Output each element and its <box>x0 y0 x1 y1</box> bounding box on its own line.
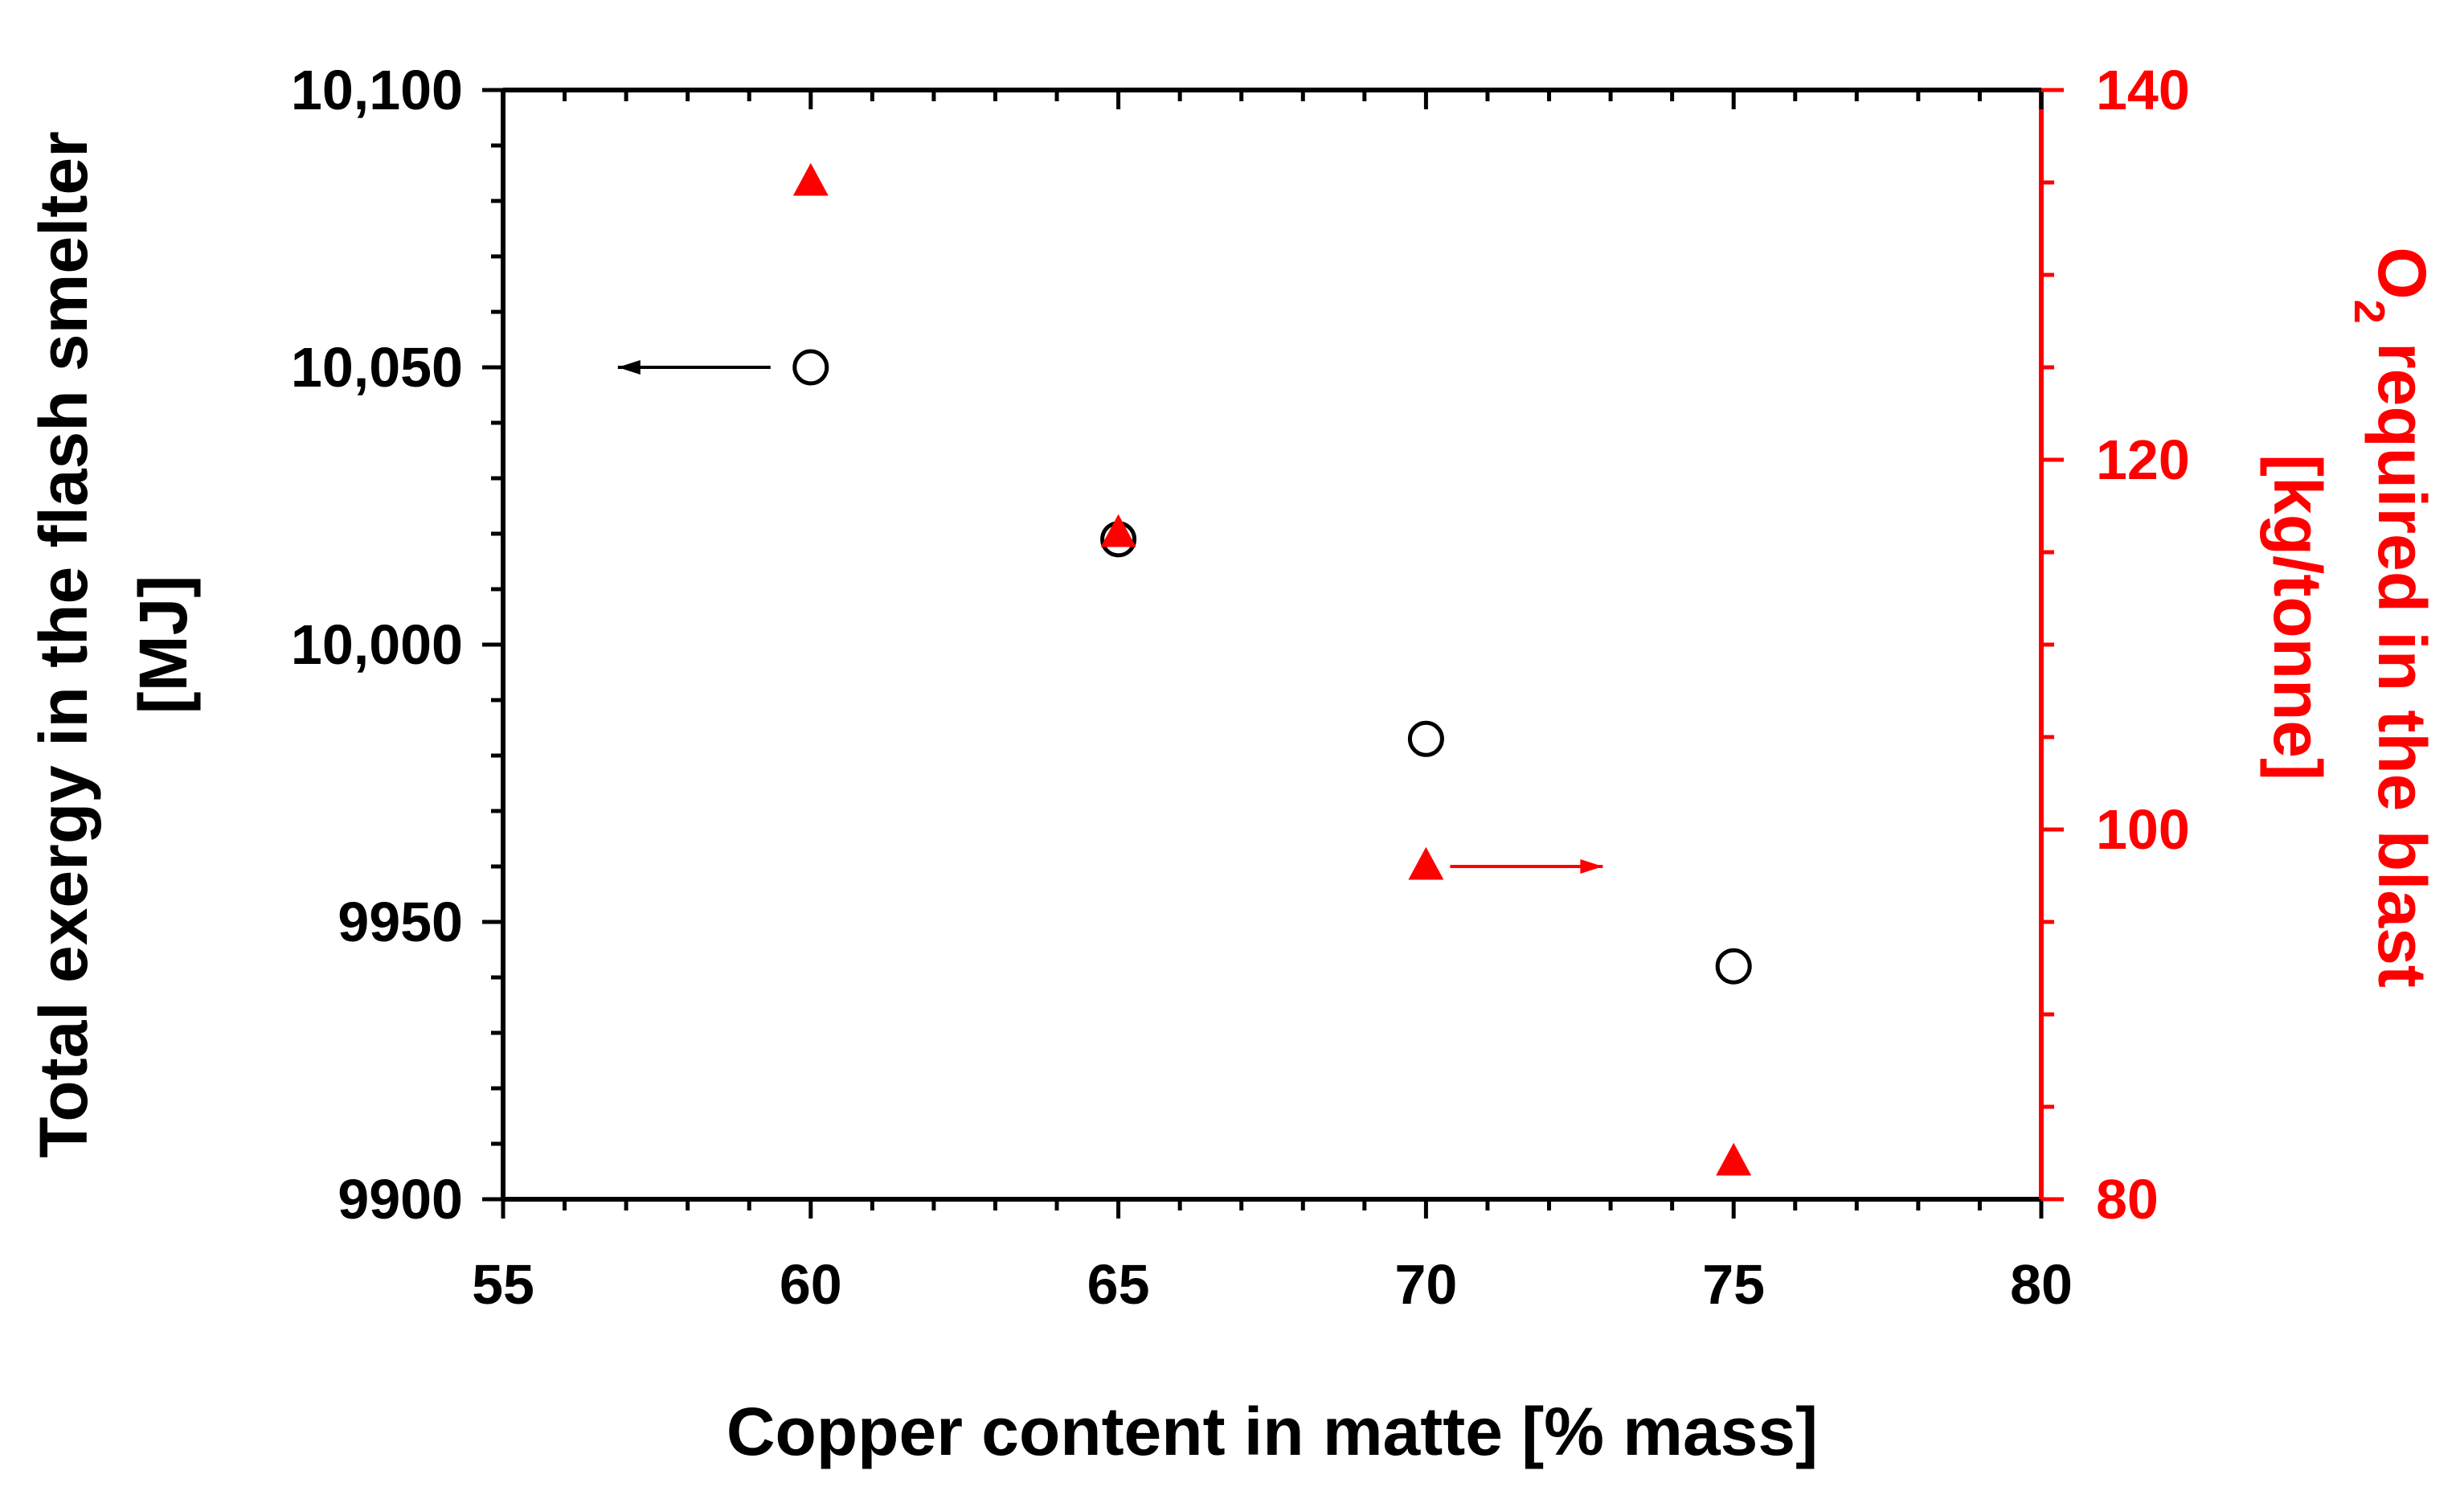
series-0 <box>792 349 1752 985</box>
y-right-axis-label-line2: [kg/tonne] <box>2260 454 2335 780</box>
o2-label-suffix: required in the blast <box>2364 324 2440 988</box>
exergy-point <box>1407 720 1444 757</box>
exergy-point <box>1715 948 1752 985</box>
y-right-axis-label-line1: O2 required in the blast <box>2345 247 2440 988</box>
oxygen-point <box>1716 1142 1752 1176</box>
y-right-tick-label: 120 <box>2096 428 2190 491</box>
right-axis-arrow-head <box>1580 859 1603 874</box>
annotations <box>617 360 1603 874</box>
left-axis-arrow-head <box>617 360 641 375</box>
y-left-axis-label-line2: [MJ] <box>125 576 201 715</box>
y-right-tick-label: 100 <box>2096 798 2190 861</box>
o2-subscript: 2 <box>2345 300 2393 324</box>
series <box>792 162 1752 1176</box>
ticks <box>482 88 2064 1219</box>
axes <box>501 88 2044 1202</box>
x-tick-label: 75 <box>1702 1253 1765 1316</box>
exergy-point <box>792 349 829 386</box>
right-axis-arrow <box>1450 859 1603 874</box>
y-left-tick-label: 9950 <box>338 891 463 953</box>
y-left-axis-label-line1: Total exergy in the flash smelter <box>26 131 101 1158</box>
x-axis-label: Copper content in matte [% mass] <box>727 1394 1818 1469</box>
y-left-tick-label: 10,100 <box>291 59 463 121</box>
y-right-tick-label: 80 <box>2096 1168 2159 1231</box>
tick-labels: 55 60 65 70 75 80 9900 9950 10,000 10,050 10,100 80… <box>291 59 2190 1316</box>
y-left-tick-label: 10,000 <box>291 613 463 676</box>
oxygen-point <box>792 162 829 196</box>
axis-labels: Copper content in matte [% mass] Total ex… <box>26 131 2440 1469</box>
x-tick-label: 80 <box>2010 1253 2073 1316</box>
o2-symbol: O <box>2364 247 2440 299</box>
x-tick-label: 55 <box>472 1253 534 1316</box>
series-1 <box>792 162 1752 1176</box>
y-right-tick-label: 140 <box>2096 59 2190 121</box>
x-tick-label: 60 <box>780 1253 842 1316</box>
y-left-tick-label: 9900 <box>338 1168 463 1231</box>
oxygen-point <box>1100 514 1136 547</box>
oxygen-point <box>1408 846 1444 880</box>
left-axis-arrow <box>617 360 771 375</box>
y-left-tick-label: 10,050 <box>291 336 463 399</box>
x-tick-label: 70 <box>1394 1253 1457 1316</box>
x-tick-label: 65 <box>1087 1253 1150 1316</box>
